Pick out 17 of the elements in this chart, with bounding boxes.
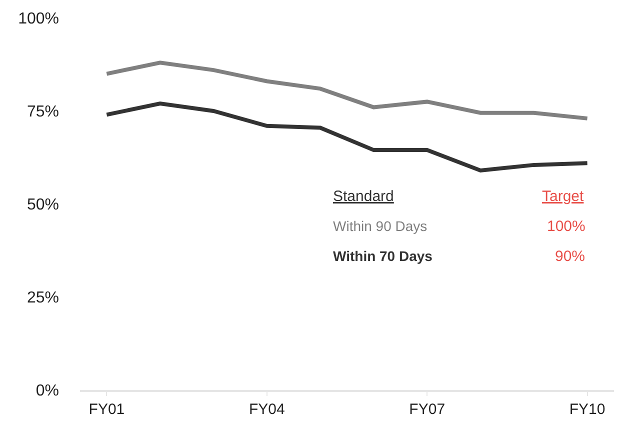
x-tick-label: FY04: [248, 401, 285, 418]
annotation: 90%: [555, 248, 586, 265]
line-series: [104, 102, 590, 173]
text: Within 90 Days: [333, 218, 428, 234]
y-tick-label: 0%: [36, 382, 59, 400]
annotation: 100%: [547, 218, 586, 235]
annotation: Target: [542, 188, 585, 205]
x-tick-label: FY07: [409, 401, 446, 418]
line-series: [104, 60, 590, 120]
x-tick-label: FY10: [569, 401, 606, 418]
y-tick-label: 100%: [18, 10, 59, 28]
y-tick-label: 25%: [26, 290, 59, 307]
x-tick-label: FY01: [88, 401, 125, 418]
y-tick-label: 75%: [26, 104, 59, 121]
y-tick-label: 50%: [26, 196, 59, 214]
annotation: Standard: [333, 188, 394, 205]
text: Within 70 Days: [333, 248, 433, 264]
